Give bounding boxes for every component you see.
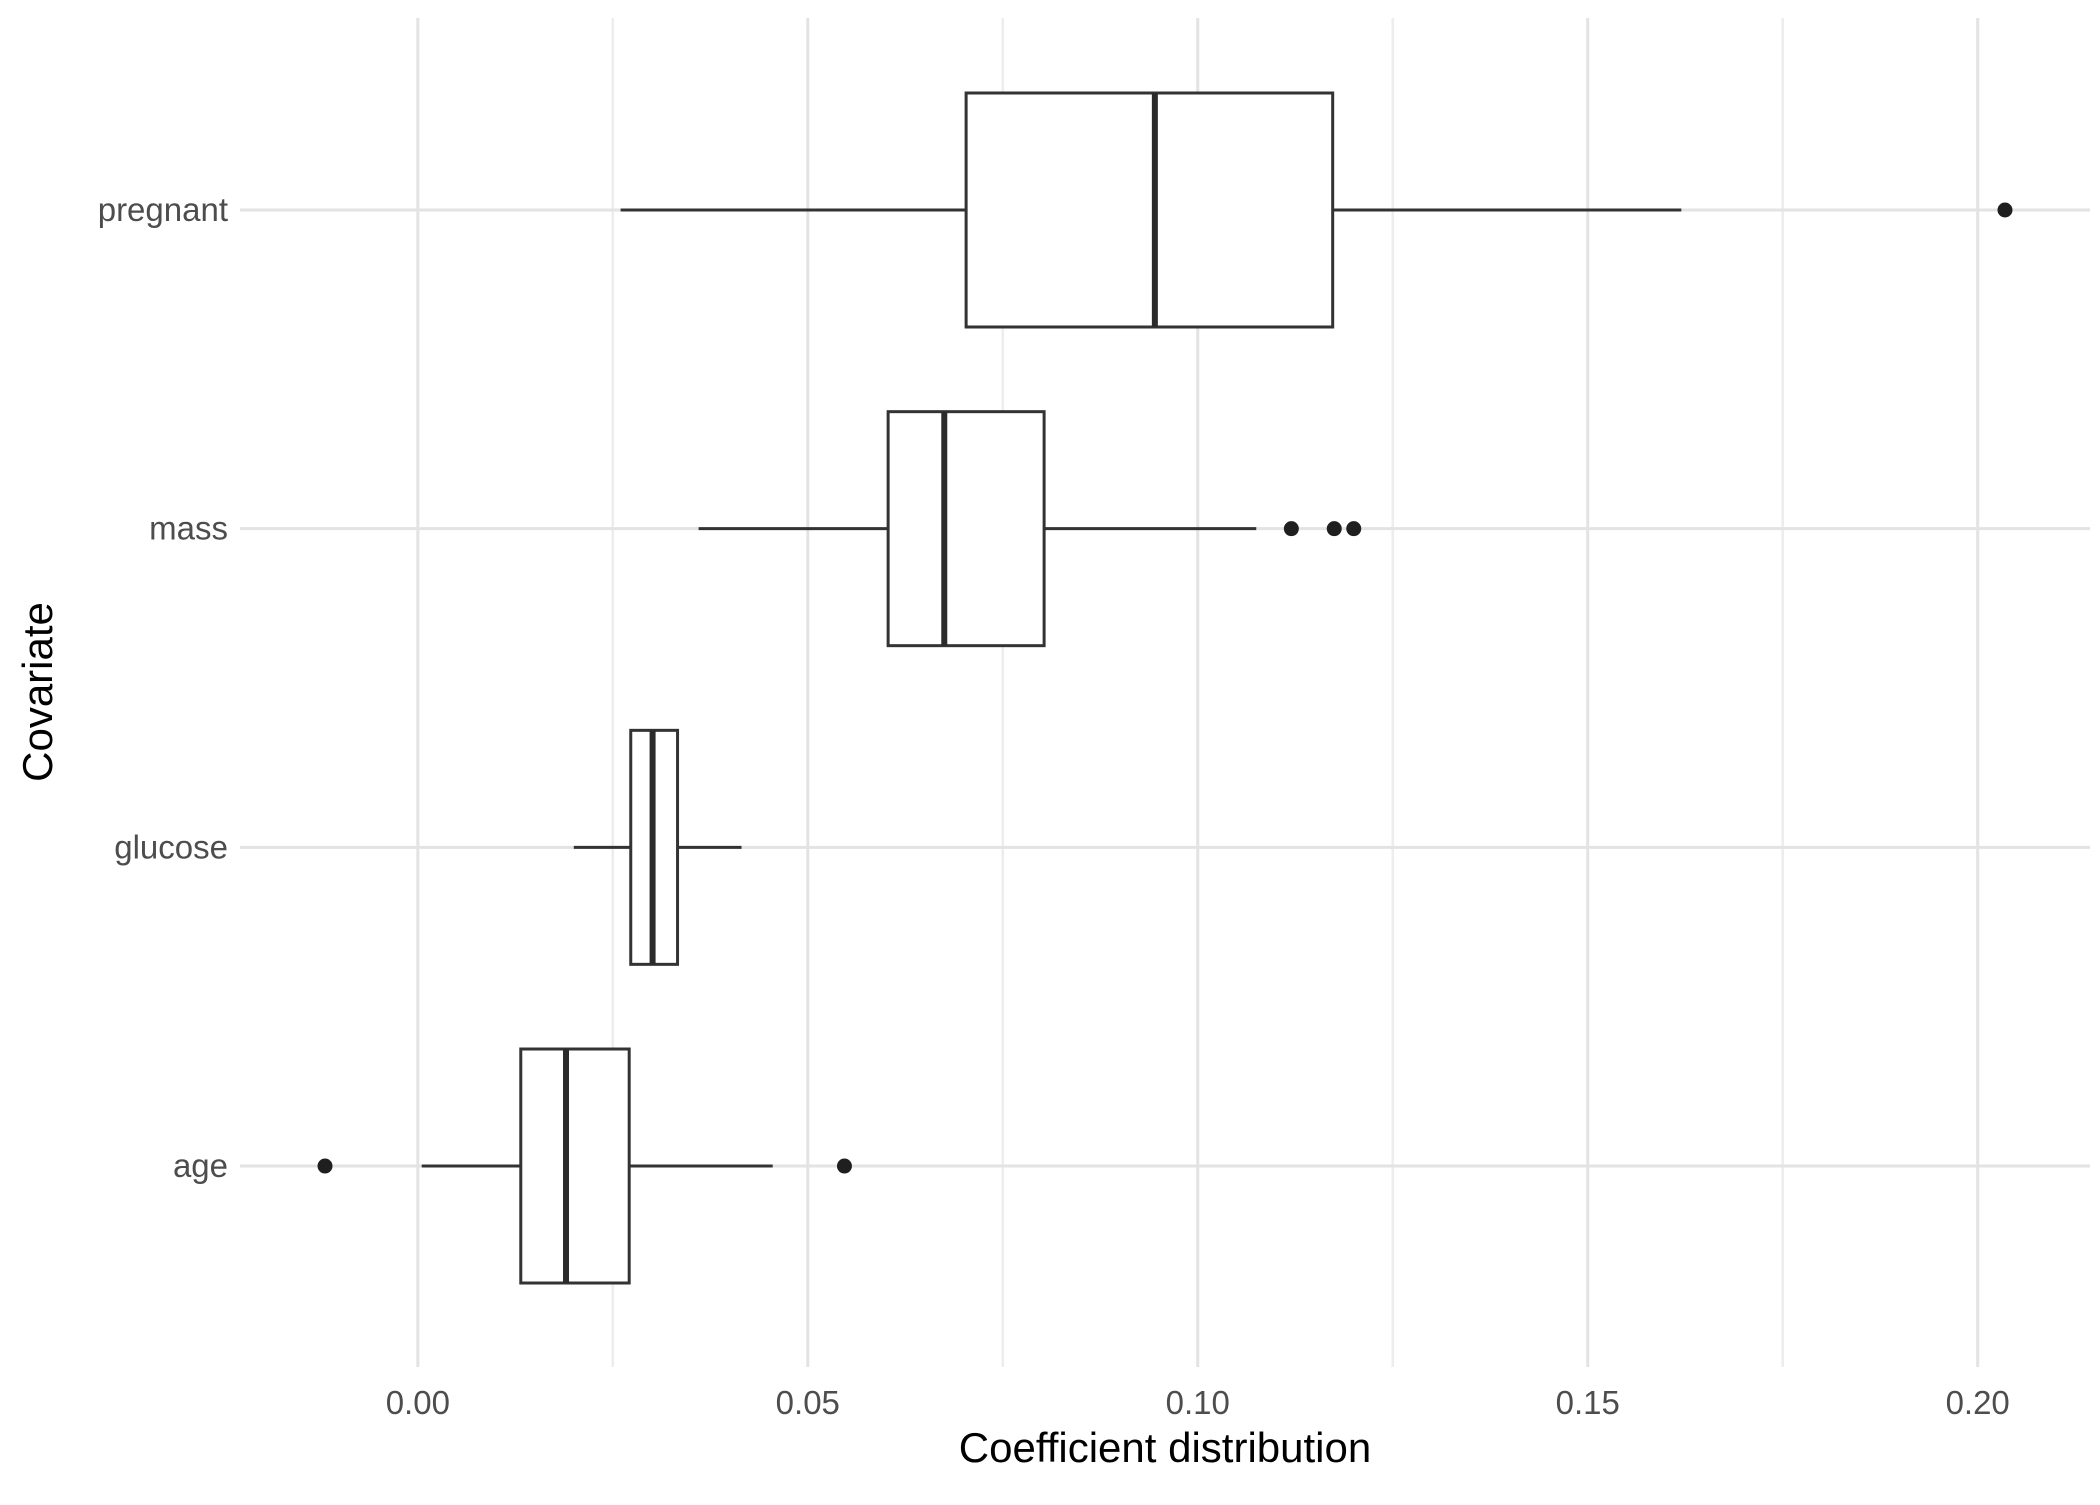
y-axis-title: Covariate — [14, 602, 61, 782]
x-axis-tick-labels: 0.00 0.05 0.10 0.15 0.20 — [386, 1384, 2010, 1421]
x-tick-label: 0.15 — [1556, 1384, 1620, 1421]
x-tick-label: 0.20 — [1946, 1384, 2010, 1421]
x-tick-label: 0.05 — [776, 1384, 840, 1421]
boxplot-pregnant — [620, 91, 2013, 329]
boxplot-mass — [698, 410, 1362, 648]
outlier-point — [1283, 521, 1299, 537]
boxplot-age — [317, 1047, 852, 1285]
y-axis-category-labels: pregnant mass glucose age — [98, 191, 228, 1184]
outlier-point — [1997, 202, 2013, 218]
boxplot-glucose — [573, 728, 742, 966]
outlier-point — [1326, 521, 1342, 537]
outlier-point — [1346, 521, 1362, 537]
y-category-label-pregnant: pregnant — [98, 191, 228, 228]
iqr-box — [964, 91, 1335, 329]
boxplot-series — [317, 91, 2013, 1285]
iqr-box — [519, 1047, 631, 1285]
outlier-point — [317, 1158, 333, 1174]
iqr-box — [886, 410, 1046, 648]
x-tick-label: 0.00 — [386, 1384, 450, 1421]
x-axis-title: Coefficient distribution — [959, 1424, 1371, 1471]
y-category-label-glucose: glucose — [114, 828, 228, 865]
outlier-point — [836, 1158, 852, 1174]
y-category-label-age: age — [173, 1147, 228, 1184]
x-tick-label: 0.10 — [1166, 1384, 1230, 1421]
y-category-label-mass: mass — [149, 510, 228, 547]
